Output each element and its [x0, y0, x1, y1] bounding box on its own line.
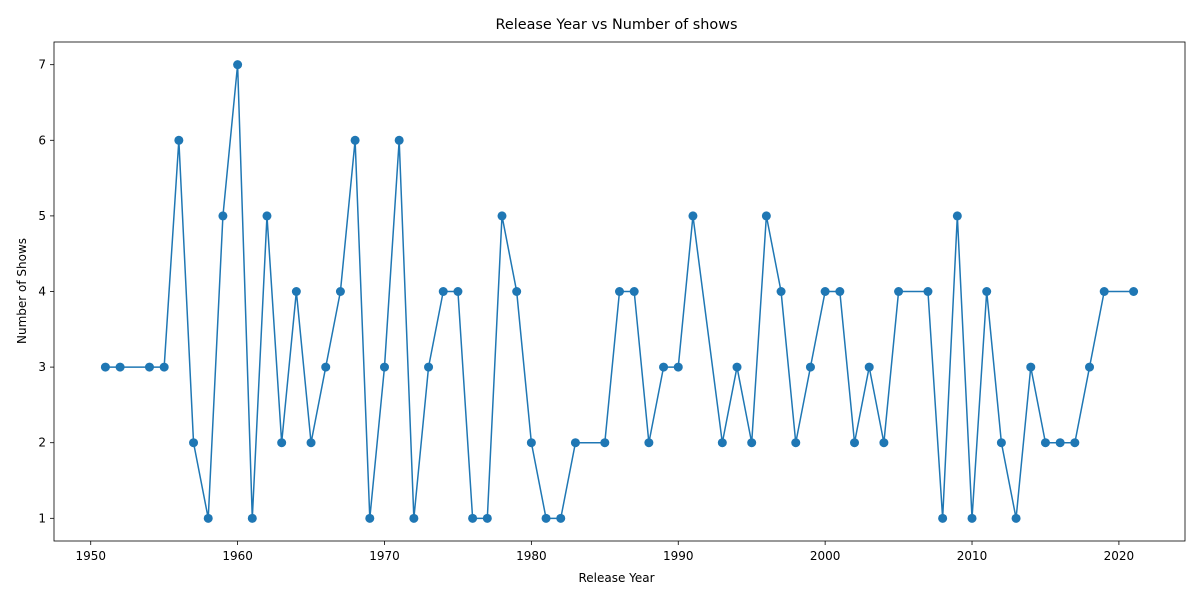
data-point	[512, 287, 522, 296]
data-point	[277, 438, 287, 448]
data-point	[835, 287, 845, 296]
data-point	[938, 513, 948, 523]
y-tick-label: 1	[38, 511, 46, 525]
data-point	[850, 438, 860, 448]
data-point	[262, 211, 272, 221]
data-point	[1040, 438, 1050, 448]
y-axis: 1 2 3 4 5 6 7	[38, 58, 54, 525]
data-point	[952, 211, 962, 221]
data-point	[556, 513, 566, 523]
data-point	[879, 438, 889, 448]
data-point	[203, 513, 213, 523]
y-axis-title: Number of Shows	[15, 238, 29, 344]
data-point	[379, 362, 389, 372]
x-axis: 1950 1960 1970 1980 1990 2000 2010 2020	[75, 541, 1134, 563]
data-point	[923, 287, 933, 296]
data-point	[673, 362, 683, 372]
data-point	[996, 438, 1006, 448]
data-point	[350, 135, 360, 145]
data-point	[365, 513, 375, 523]
data-point	[438, 287, 448, 296]
data-point	[600, 438, 610, 448]
data-point	[732, 362, 742, 372]
y-tick-label: 4	[38, 285, 46, 299]
x-tick-label: 1990	[663, 549, 694, 563]
y-tick-label: 7	[38, 58, 46, 72]
data-point	[100, 362, 110, 372]
x-tick-label: 1980	[516, 549, 547, 563]
data-point	[453, 287, 463, 296]
data-point	[526, 438, 536, 448]
data-point	[982, 287, 992, 296]
data-point	[864, 362, 874, 372]
data-point	[306, 438, 316, 448]
data-point	[644, 438, 654, 448]
data-point	[218, 211, 228, 221]
data-point	[659, 362, 669, 372]
data-point	[189, 438, 199, 448]
data-point	[1026, 362, 1036, 372]
data-point	[482, 513, 492, 523]
data-point	[820, 287, 830, 296]
data-point	[894, 287, 904, 296]
y-tick-label: 6	[38, 133, 46, 147]
data-point	[497, 211, 507, 221]
data-point	[615, 287, 624, 296]
data-points	[100, 60, 1139, 523]
data-point	[776, 287, 786, 296]
x-axis-title: Release Year	[578, 571, 654, 585]
data-point	[409, 513, 419, 523]
data-point	[291, 287, 301, 296]
data-point	[541, 513, 551, 523]
data-point	[629, 287, 639, 296]
data-point	[247, 513, 257, 523]
data-point	[717, 438, 727, 448]
data-point	[1011, 513, 1021, 523]
y-tick-label: 3	[38, 360, 46, 374]
data-point	[570, 438, 580, 448]
axes-frame	[53, 41, 1186, 542]
y-tick-label: 2	[38, 436, 46, 450]
data-point	[159, 362, 169, 372]
x-tick-label: 1960	[222, 549, 253, 563]
data-point	[791, 438, 801, 448]
data-point	[967, 513, 977, 523]
x-tick-label: 1970	[369, 549, 400, 563]
data-point	[805, 362, 815, 372]
data-point	[115, 362, 125, 372]
x-tick-label: 2010	[957, 549, 988, 563]
data-point	[335, 287, 345, 296]
data-point	[1070, 438, 1080, 448]
data-point	[1129, 287, 1139, 296]
x-tick-label: 1950	[75, 549, 106, 563]
data-point	[688, 211, 698, 221]
data-point	[1055, 438, 1065, 448]
data-point	[144, 362, 154, 372]
data-point	[1085, 362, 1095, 372]
chart-title: Release Year vs Number of shows	[496, 17, 738, 33]
data-point	[747, 438, 757, 448]
data-point	[424, 362, 434, 372]
data-point	[321, 362, 331, 372]
data-point	[1099, 287, 1109, 296]
data-point	[174, 135, 184, 145]
data-point	[394, 135, 404, 145]
data-point	[761, 211, 771, 221]
data-point	[233, 60, 243, 70]
y-tick-label: 5	[38, 209, 46, 223]
x-tick-label: 2000	[810, 549, 841, 563]
x-tick-label: 2020	[1104, 549, 1135, 563]
series-line	[105, 63, 1134, 520]
data-point	[468, 513, 478, 523]
